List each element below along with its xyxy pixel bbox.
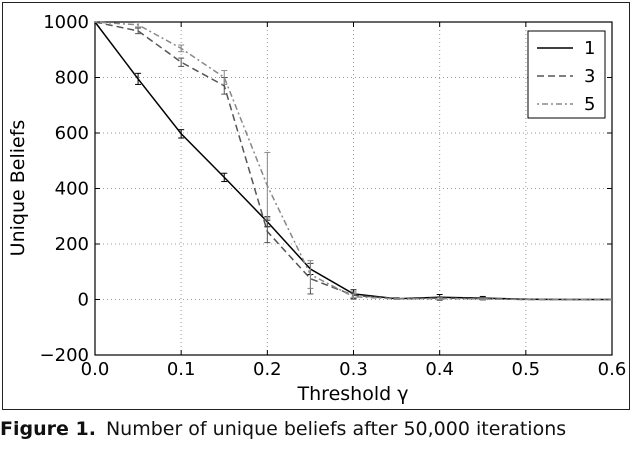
x-tick-label: 0.5 [512, 359, 541, 380]
y-tick-label: 1000 [43, 12, 89, 33]
legend: 1 3 5 [527, 30, 606, 119]
x-tick-label: 0.1 [167, 359, 196, 380]
legend-label-1: 1 [584, 38, 595, 59]
x-tick-label: 0.2 [253, 359, 282, 380]
chart: 0.0 0.1 0.2 0.3 0.4 0.5 0.6 −200 0 200 400 600 800 10… [7, 12, 627, 405]
legend-label-3: 3 [584, 66, 595, 87]
figure-caption: Figure 1. Number of unique beliefs after … [0, 418, 640, 450]
series-5 [94, 21, 612, 301]
y-tick-label: 200 [55, 234, 89, 255]
x-tick-label: 0.6 [598, 359, 627, 380]
y-tick-label: −200 [40, 345, 89, 366]
y-tick-label: 0 [78, 290, 89, 311]
y-tick-label: 800 [55, 68, 89, 89]
x-tick-label: 0.3 [339, 359, 368, 380]
y-tick-label: 600 [55, 123, 89, 144]
axis-ticks: 0.0 0.1 0.2 0.3 0.4 0.5 0.6 −200 0 200 400 600 800 10… [40, 12, 627, 380]
x-tick-label: 0.4 [425, 359, 454, 380]
data-series [94, 21, 612, 301]
x-tick-label: 0.0 [81, 359, 110, 380]
caption-label: Figure 1. [0, 418, 96, 440]
y-tick-label: 400 [55, 179, 89, 200]
caption-text: Number of unique beliefs after 50,000 it… [105, 418, 567, 440]
y-axis-label: Unique Beliefs [7, 120, 29, 257]
x-axis-label: Threshold γ [297, 383, 409, 405]
legend-label-5: 5 [584, 94, 595, 115]
